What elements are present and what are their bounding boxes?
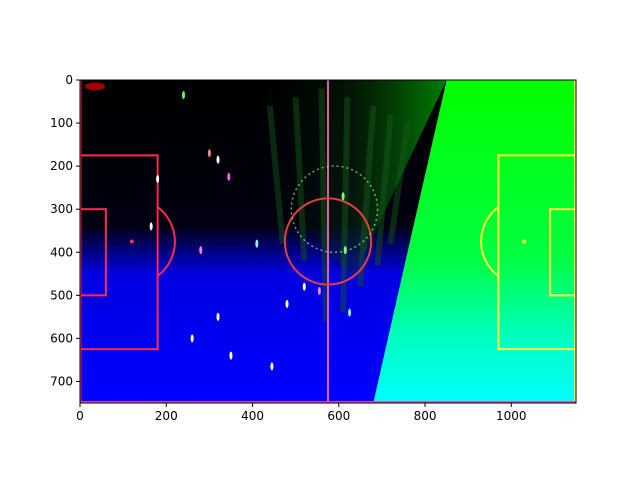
player-glint (190, 334, 194, 343)
center-circle (283, 197, 373, 286)
y-tick-label: 0 (65, 73, 73, 87)
field-mid-glow (261, 80, 447, 279)
player-glint (270, 362, 274, 371)
left-penalty-box (80, 154, 159, 351)
field-right-region (373, 80, 576, 403)
player-glint (229, 351, 233, 360)
player-glint (348, 308, 352, 317)
player-glint (343, 246, 347, 255)
player-glint (216, 312, 220, 321)
y-tick-label: 600 (50, 331, 73, 345)
field-streak (374, 114, 394, 266)
y-tick-label: 300 (50, 202, 73, 216)
right-goal-box (549, 208, 576, 297)
field-streak (387, 122, 411, 245)
left-penalty-arc (157, 206, 176, 277)
left-goal-box (80, 208, 107, 297)
plot-frame (79, 79, 577, 404)
left-penalty-spot (129, 239, 134, 244)
x-tick-label: 400 (241, 409, 264, 423)
y-tick-label: 400 (50, 245, 73, 259)
player-glint (207, 149, 211, 158)
player-glint (317, 287, 321, 296)
player-glint (216, 155, 220, 164)
player-glint (255, 239, 259, 248)
y-tick-label: 700 (50, 374, 73, 388)
x-tick-label: 0 (76, 409, 84, 423)
y-tick-label: 100 (50, 116, 73, 130)
right-penalty-spot (522, 239, 527, 244)
field-streak (318, 88, 329, 322)
right-penalty-arc (480, 206, 499, 277)
player-glint (182, 91, 186, 100)
player-glint (302, 282, 306, 291)
x-tick-label: 600 (327, 409, 350, 423)
x-tick-label: 800 (414, 409, 437, 423)
player-glint (156, 175, 160, 184)
field-streak (340, 97, 351, 313)
player-glint (227, 172, 231, 181)
field-red-blob (85, 82, 106, 91)
field-streak (357, 105, 377, 287)
y-tick-label: 500 (50, 288, 73, 302)
y-tick-label: 200 (50, 159, 73, 173)
player-glint (341, 192, 345, 201)
ghost-circle (290, 165, 379, 254)
x-tick-label: 1000 (496, 409, 527, 423)
field-image (80, 80, 576, 403)
axes: 0 200 400 600 800 1000 0 100 200 300 400 500 600 700 (50, 73, 526, 423)
player-glint (149, 222, 153, 231)
field-streak (292, 97, 308, 262)
field-streak (266, 105, 286, 244)
player-glint (199, 246, 203, 255)
x-tick-label: 200 (155, 409, 178, 423)
player-glint (285, 299, 289, 308)
